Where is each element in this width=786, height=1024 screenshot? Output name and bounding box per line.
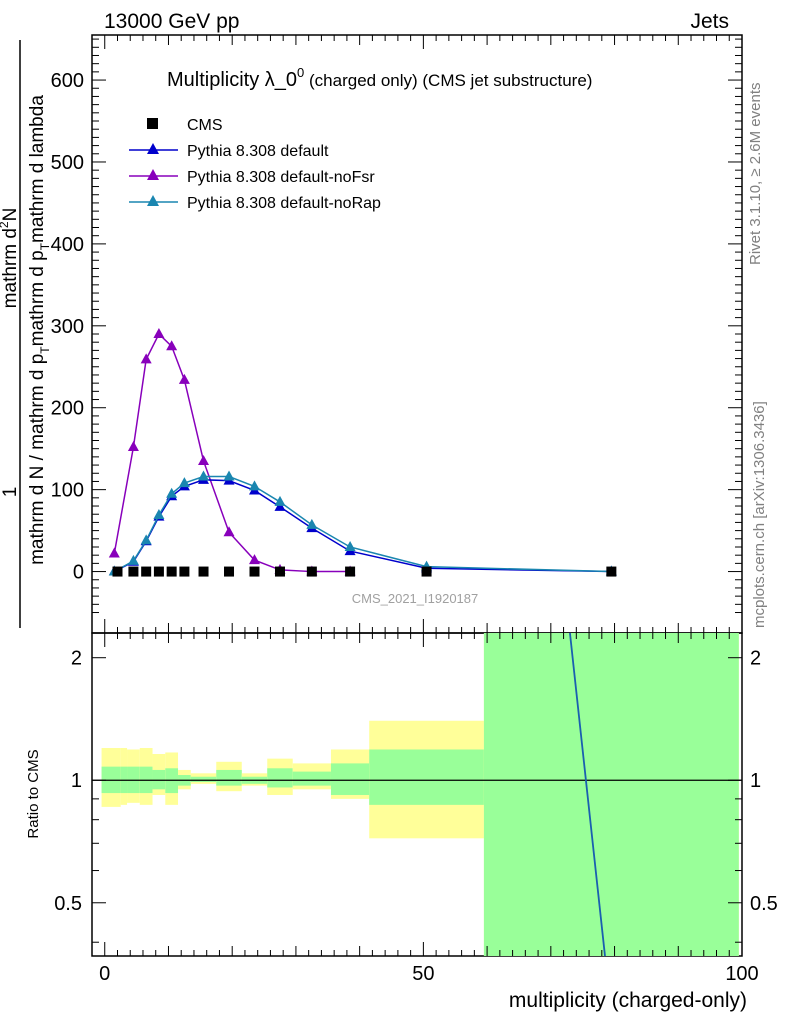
point-pythia-8-308-default-norap-11: [344, 540, 356, 551]
point-pythia-8-308-default-norap-9: [274, 495, 286, 506]
y-tick-label-100: 100: [51, 480, 84, 502]
ratio-band-stat-11: [292, 771, 331, 786]
point-cms-12: [421, 566, 432, 577]
legend-marker-default: [147, 143, 159, 154]
legend-label-cms: CMS: [187, 117, 223, 134]
ratio-band-stat-10: [267, 768, 293, 788]
point-pythia-8-308-default-norap-7: [223, 470, 235, 481]
rivet-version-label: Rivet 3.1.10, ≥ 2.6M events: [747, 83, 764, 266]
point-pythia-8-308-default-norap-2: [140, 534, 152, 545]
point-pythia-8-308-default-norap-10: [306, 518, 318, 529]
chart-title-main: Multiplicity λ_0: [167, 69, 297, 91]
point-pythia-8-308-default-nofsr-7: [223, 526, 235, 537]
point-pythia-8-308-default-nofsr-8: [249, 554, 260, 565]
point-cms-6: [198, 566, 209, 577]
point-pythia-8-308-default-nofsr-4: [166, 340, 178, 351]
ratio-bands-layer: [92, 632, 742, 957]
mcplots-label: mcplots.cern.ch [arXiv:1306.3436]: [751, 401, 768, 628]
y-tick-label-300: 300: [51, 316, 84, 338]
y-tick-label-400: 400: [51, 234, 84, 256]
point-pythia-8-308-default-nofsr-5: [178, 373, 190, 384]
legend: CMS Pythia 8.308 default Pythia 8.308 de…: [129, 117, 381, 212]
series-line-pythia-8-308-default: [113, 479, 612, 573]
y-axis-label-denominator: mathrm d N / mathrm d pTmathrm d pTmathr…: [27, 95, 52, 565]
series-line-pythia-8-308-default-norap: [113, 475, 612, 573]
legend-label-norap: Pythia 8.308 default-noRap: [187, 195, 381, 212]
ratio-mc-line: [569, 632, 606, 957]
ratio-tick-label-right-2: 2: [750, 648, 761, 670]
header-energy-label: 13000 GeV pp: [104, 10, 239, 33]
legend-label-nofsr: Pythia 8.308 default-noFsr: [187, 169, 375, 186]
ratio-band-stat-8: [216, 769, 242, 786]
legend-marker-nofsr: [147, 169, 159, 180]
y-axis-label-numerator: mathrm d2N: [0, 208, 21, 309]
point-pythia-8-308-default-nofsr-0: [108, 547, 120, 558]
point-pythia-8-308-default-norap-5: [178, 477, 190, 488]
ratio-y-axis-label: Ratio to CMS: [25, 749, 42, 838]
point-cms-0: [112, 566, 123, 577]
point-cms-7: [224, 566, 235, 577]
main-series-layer: [108, 328, 617, 577]
legend-label-default: Pythia 8.308 default: [187, 143, 329, 160]
chart-title: Multiplicity λ_00 (charged only) (CMS je…: [167, 65, 592, 91]
point-cms-1: [128, 566, 139, 577]
ratio-band-stat-13: [369, 749, 484, 805]
ratio-tick-label-right-0.5: 0.5: [750, 893, 778, 915]
point-pythia-8-308-default-norap-1: [127, 554, 139, 565]
y-tick-label-0: 0: [73, 562, 84, 584]
point-pythia-8-308-default-nofsr-6: [198, 454, 210, 465]
point-pythia-8-308-default-norap-4: [166, 487, 178, 498]
y-tick-label-200: 200: [51, 398, 84, 420]
x-tick-label-100: 100: [725, 963, 758, 985]
y-tick-label-600: 600: [51, 70, 84, 92]
point-pythia-8-308-default-nofsr-3: [153, 328, 165, 338]
ratio-tick-label-left-0.5: 0.5: [54, 893, 82, 915]
chart-title-sup: 0: [297, 65, 304, 80]
analysis-watermark: CMS_2021_I1920187: [352, 591, 479, 606]
point-cms-10: [306, 566, 317, 577]
legend-marker-cms: [147, 118, 158, 129]
axes-layer: 0 100 200 300 400 500 600 0 50 100 0.5 0.5 1 1 2 2: [51, 35, 778, 985]
y-tick-label-500: 500: [51, 152, 84, 174]
ratio-plot-frame: [91, 632, 743, 957]
ratio-tick-label-right-1: 1: [750, 770, 761, 792]
y-axis-label-one: 1: [0, 487, 21, 498]
ratio-band-stat-14: [483, 633, 739, 956]
ratio-band-stat-12: [330, 763, 370, 795]
x-axis-label: multiplicity (charged-only): [509, 989, 747, 1012]
legend-marker-norap: [147, 195, 159, 206]
point-cms-13: [606, 566, 617, 577]
point-cms-2: [141, 566, 152, 577]
header-jets-label: Jets: [690, 10, 729, 33]
chart-title-suffix: (charged only) (CMS jet substructure): [304, 71, 592, 90]
x-tick-label-50: 50: [412, 963, 434, 985]
point-cms-5: [179, 566, 190, 577]
point-pythia-8-308-default-nofsr-2: [140, 353, 152, 364]
point-pythia-8-308-default-norap-8: [249, 480, 260, 491]
y-axis-label: mathrm d2N 1 mathrm d N / mathrm d pTmat…: [0, 40, 52, 628]
ratio-tick-label-left-1: 1: [71, 770, 82, 792]
point-cms-9: [274, 566, 285, 577]
series-line-pythia-8-308-default-nofsr: [113, 332, 351, 573]
ratio-tick-label-left-2: 2: [71, 648, 82, 670]
ratio-band-stat-7: [190, 776, 217, 783]
point-cms-8: [249, 566, 260, 577]
point-pythia-8-308-default-norap-3: [153, 509, 165, 520]
point-cms-3: [153, 566, 164, 577]
point-cms-4: [166, 566, 177, 577]
point-cms-11: [345, 566, 356, 577]
x-tick-label-0: 0: [99, 963, 110, 985]
point-pythia-8-308-default-norap-6: [198, 470, 210, 481]
point-pythia-8-308-default-nofsr-1: [127, 441, 139, 452]
